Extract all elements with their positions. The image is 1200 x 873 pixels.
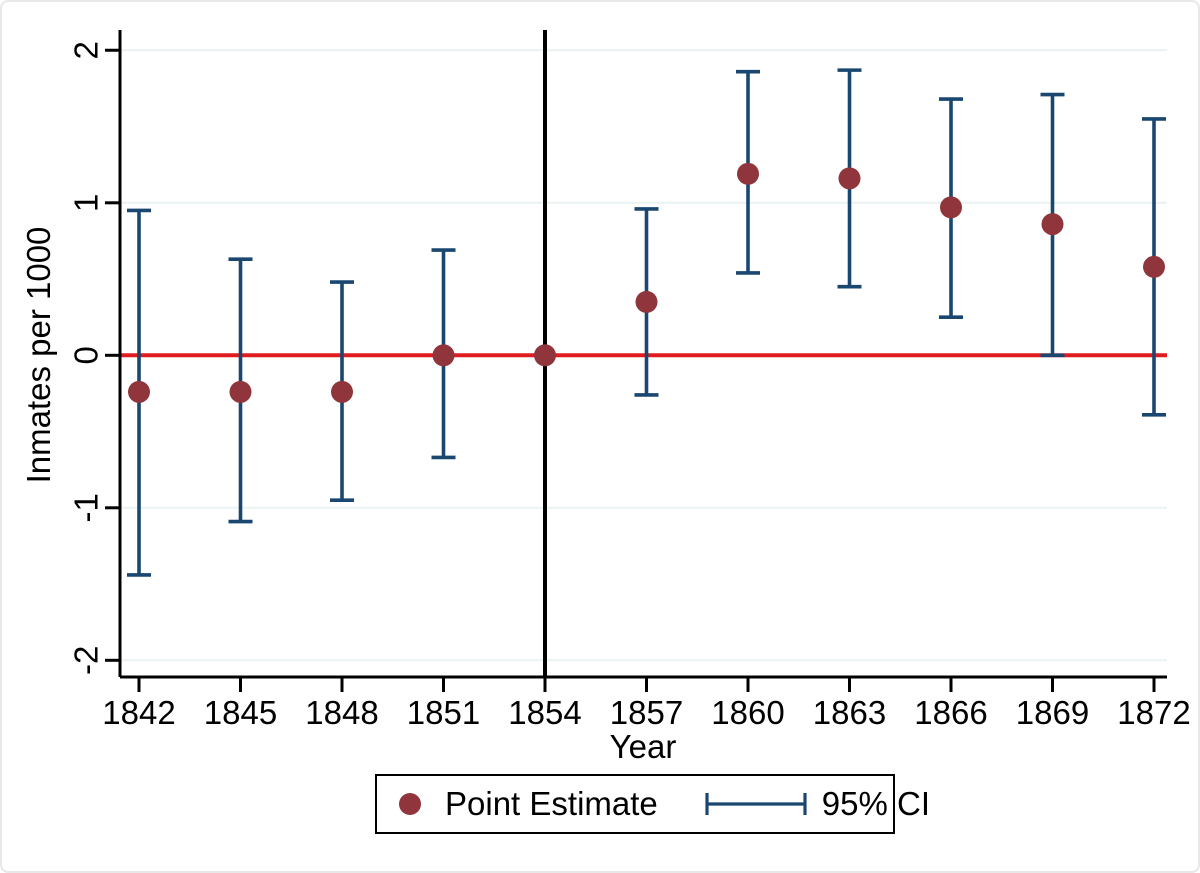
x-tick-label: 1866 [914, 694, 987, 731]
point-estimate-marker [432, 344, 455, 367]
x-axis-title: Year [610, 728, 677, 765]
point-estimate-marker [940, 196, 962, 219]
x-tick-label: 1857 [610, 694, 683, 731]
legend-point-marker-icon [399, 793, 421, 815]
x-tick-label: 1854 [508, 694, 581, 731]
point-estimate-marker [635, 290, 658, 313]
point-estimate-marker [331, 380, 353, 403]
axes [105, 30, 1167, 692]
x-tick-label: 1848 [305, 694, 378, 731]
legend-point-label: Point Estimate [445, 785, 658, 822]
point-estimate-marker [838, 167, 861, 190]
x-tick-label: 1845 [204, 694, 277, 731]
y-tick-label: 1 [68, 194, 105, 212]
x-tick-label: 1869 [1016, 694, 1089, 731]
x-tick-label: 1851 [407, 694, 480, 731]
data-marks [127, 68, 1166, 577]
point-estimate-marker [229, 380, 252, 403]
legend-ci-errorbar-icon [705, 793, 807, 815]
y-axis-title: Inmates per 1000 [20, 227, 57, 484]
x-tick-label: 1872 [1117, 694, 1190, 731]
point-estimate-marker [737, 162, 759, 185]
point-estimate-marker [1143, 255, 1165, 278]
y-tick-label: 0 [68, 346, 105, 364]
y-tick-label: -1 [68, 493, 105, 522]
point-estimate-marker [534, 344, 556, 367]
x-tick-label: 1842 [102, 694, 175, 731]
legend: Point Estimate 95% CI [375, 774, 930, 834]
point-estimate-marker [128, 380, 150, 403]
reference-lines [120, 30, 1167, 677]
x-tick-label: 1860 [711, 694, 784, 731]
tick-labels: 2 1 0 -1 -2 1842 1845 1848 1851 1854 1857 1860 1863 1… [68, 41, 1191, 731]
x-tick-label: 1863 [813, 694, 886, 731]
legend-ci-label: 95% CI [821, 785, 930, 822]
y-tick-label: 2 [68, 41, 105, 59]
y-tick-label: -2 [68, 646, 105, 675]
point-estimate-marker [1041, 213, 1064, 236]
